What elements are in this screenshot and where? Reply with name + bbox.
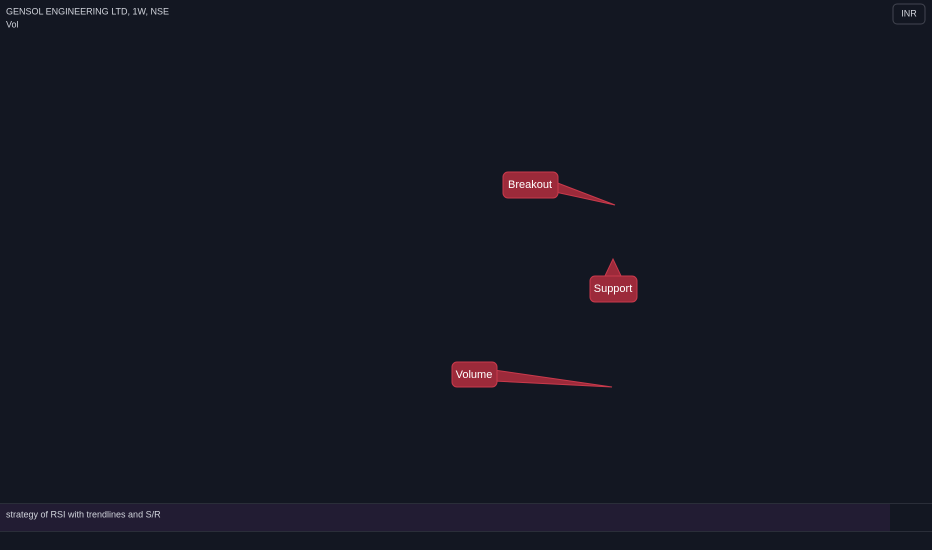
currency-button[interactable] [892,3,926,25]
callout-text: Breakout [508,179,552,191]
callout-box [502,171,559,199]
callout-box [451,361,498,388]
chart-title: GENSOL ENGINEERING LTD, 1W, NSE [6,6,169,16]
callout-breakout: Breakout [502,171,616,206]
callout-volume: Volume [451,361,613,388]
indicator-pane [0,504,890,531]
volume-title: Vol [6,19,19,29]
callout-text: Support [594,283,633,295]
callout-box [589,275,638,303]
currency[interactable]: INR [901,8,917,18]
indicator-title: strategy of RSI with trendlines and S/R [6,509,161,519]
callout-support: Support [589,257,638,303]
callout-text: Volume [456,369,493,381]
